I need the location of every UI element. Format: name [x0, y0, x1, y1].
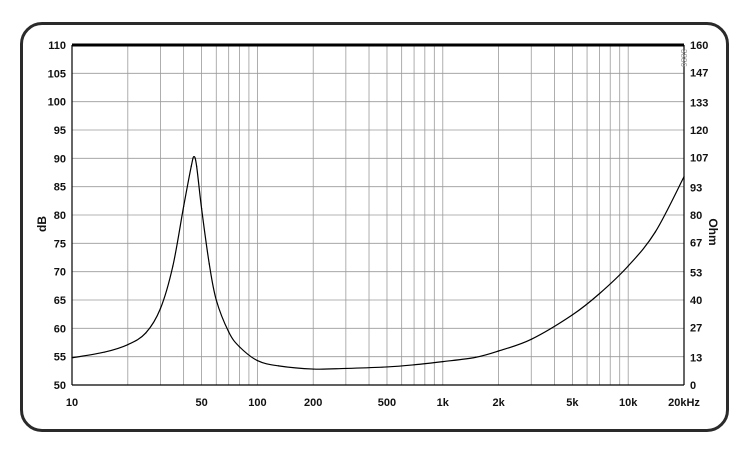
y-tick-label: 105 — [48, 68, 66, 80]
grid — [71, 44, 685, 386]
y2-tick-label: 160 — [690, 40, 708, 52]
data-point — [498, 350, 500, 352]
x-tick-label: 100 — [248, 397, 266, 409]
data-point — [208, 263, 210, 265]
data-point — [71, 357, 73, 359]
data-point — [654, 231, 656, 233]
x-tick-label: 5k — [566, 397, 579, 409]
y-tick-label: 70 — [54, 267, 66, 279]
y2-tick-label: 133 — [690, 97, 708, 109]
y-tick-label: 75 — [54, 238, 66, 250]
data-point — [442, 361, 444, 363]
data-point — [238, 346, 241, 348]
data-point — [193, 155, 195, 158]
data-point — [215, 299, 217, 301]
data-point — [413, 364, 415, 366]
x-tick-label: 50 — [195, 397, 207, 409]
x-tick-label: 10k — [619, 397, 638, 409]
data-point — [196, 165, 198, 167]
data-point — [256, 359, 258, 362]
data-point — [474, 356, 477, 358]
y2-tick-label: 107 — [690, 153, 708, 165]
y-tick-label: 90 — [54, 153, 66, 165]
data-point — [200, 208, 203, 210]
x-tick-label: 500 — [378, 397, 396, 409]
impedance-curve — [71, 155, 685, 370]
x-tick-label: 20kHz — [668, 397, 700, 409]
series-group — [71, 155, 685, 370]
y-tick-label: 60 — [54, 323, 66, 335]
y2-tick-label: 53 — [690, 267, 702, 279]
y2-tick-label: 147 — [690, 68, 708, 80]
y-tick-label: 55 — [54, 352, 66, 364]
y-tick-labels: 110 105 100 95 90 85 80 75 70 65 60 55 50 — [48, 40, 66, 392]
y2-tick-label: 80 — [690, 210, 702, 222]
y2-tick-label: 40 — [690, 295, 702, 307]
y2-tick-label: 93 — [690, 182, 702, 194]
data-point — [277, 365, 280, 367]
data-point — [172, 265, 174, 267]
x-tick-label: 10 — [66, 397, 78, 409]
y-tick-label: 65 — [54, 295, 66, 307]
data-point — [598, 293, 601, 295]
data-point — [228, 331, 230, 333]
x-tick-label: 1k — [437, 397, 450, 409]
data-point — [683, 176, 685, 178]
y-tick-label: 50 — [54, 380, 66, 392]
y-tick-label: 100 — [48, 97, 66, 109]
data-point — [345, 367, 347, 370]
data-point — [159, 307, 162, 310]
data-point — [571, 314, 573, 316]
y-axis-label: dB — [35, 216, 49, 232]
y-tick-label: 80 — [54, 210, 66, 222]
y-tick-label: 110 — [48, 40, 66, 52]
data-point — [530, 338, 532, 340]
y2-tick-label: 120 — [690, 125, 708, 137]
data-point — [312, 368, 314, 370]
data-point — [127, 344, 129, 346]
data-point — [104, 351, 106, 353]
y2-tick-labels: 160 147 133 120 107 93 80 67 53 40 27 13 0 — [690, 40, 708, 392]
y2-tick-label: 27 — [690, 323, 702, 335]
data-point — [627, 265, 629, 267]
y-tick-label: 85 — [54, 182, 66, 194]
x-tick-labels: 10 50 100 200 500 1k 2k 5k 10k 20kHz — [66, 397, 701, 409]
y2-tick-label: 67 — [690, 238, 702, 250]
y2-axis-label: Ohm — [706, 218, 720, 245]
chart-frame — [20, 22, 729, 432]
data-point — [183, 205, 185, 208]
data-point — [190, 165, 192, 167]
y2-tick-label: 13 — [690, 352, 702, 364]
data-point — [145, 332, 147, 334]
y2-tick-label: 0 — [690, 380, 696, 392]
axes — [71, 43, 685, 386]
x-tick-label: 200 — [304, 397, 322, 409]
y-tick-label: 95 — [54, 125, 66, 137]
data-point — [386, 366, 388, 368]
x-tick-label: 2k — [492, 397, 505, 409]
watermark: 3886 — [679, 49, 688, 67]
